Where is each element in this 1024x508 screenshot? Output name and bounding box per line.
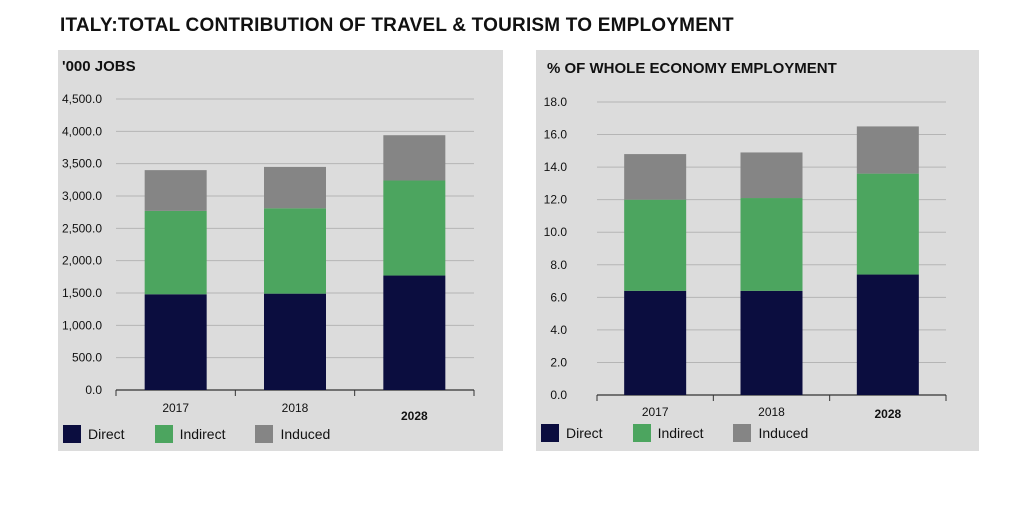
legend-swatch-indirect [154,425,173,443]
legend-label-indirect: Indirect [657,425,704,441]
x-tick-label: 2017 [162,401,189,415]
legend-item-indirect: Indirect [154,425,226,443]
jobs-chart-title: '000 JOBS [62,58,136,75]
bar-indirect-2028 [383,180,446,276]
y-tick-label: 18.0 [544,95,568,109]
page-title: ITALY:TOTAL CONTRIBUTION OF TRAVEL & TOU… [60,15,734,36]
jobs-chart: 0.0 500.0 1,000.0 1,500.0 2,000.0 2,500.0 3,00… [62,92,475,423]
bar-induced-2017 [624,154,687,200]
bar-direct-2018 [740,290,803,395]
x-tick-label: 2018 [758,405,785,419]
x-tick-label: 2028 [874,407,901,421]
x-tick-label: 2018 [282,401,309,415]
y-tick-label: 1,000.0 [62,318,102,332]
y-tick-label: 4,500.0 [62,92,102,106]
y-tick-label: 2,500.0 [62,221,102,235]
bar-induced-2018 [740,152,803,199]
y-tick-label: 8.0 [550,258,567,272]
legend-item-direct: Direct [541,424,603,442]
y-tick-label: 10.0 [544,225,568,239]
bar-induced-2018 [264,166,326,209]
y-tick-label: 0.0 [550,388,567,402]
y-tick-label: 0.0 [85,383,102,397]
legend-item-induced: Induced [733,424,808,442]
legend-swatch-direct [541,424,559,442]
x-tick-label: 2017 [642,405,669,419]
employment-share-chart: 0.0 2.0 4.0 6.0 8.0 10.0 12.0 14.0 16.0 18.0 2017 2… [544,95,947,421]
bar-induced-2028 [383,135,446,181]
bar-direct-2028 [856,274,919,395]
y-tick-label: 3,500.0 [62,157,102,171]
y-tick-label: 16.0 [544,128,568,142]
bar-direct-2017 [144,294,207,390]
y-tick-label: 4.0 [550,323,567,337]
bar-direct-2017 [624,290,687,395]
bar-indirect-2018 [264,208,326,294]
y-tick-label: 4,000.0 [62,124,102,138]
bar-indirect-2017 [144,210,207,295]
legend-swatch-indirect [632,424,651,442]
bar-direct-2018 [264,293,326,390]
x-tick-label: 2028 [401,409,428,423]
bar-induced-2017 [144,170,207,211]
y-tick-label: 3,000.0 [62,189,102,203]
legend-swatch-induced [733,424,752,442]
employment-share-chart-panel: % OF WHOLE ECONOMY EMPLOYMENT 0.0 2.0 4.0 6… [536,50,979,451]
legend-label-indirect: Indirect [179,426,226,442]
legend-label-induced: Induced [280,426,331,442]
jobs-chart-panel: '000 JOBS 0.0 500.0 1,000.0 1,500.0 2,000.0 2… [58,50,503,451]
bar-induced-2028 [856,126,919,174]
legend-label-direct: Direct [88,426,125,442]
bar-indirect-2017 [624,199,687,291]
legend-item-induced: Induced [255,425,330,443]
bar-direct-2028 [383,275,446,390]
y-tick-label: 2.0 [550,355,567,369]
y-tick-label: 12.0 [544,193,568,207]
y-tick-label: 1,500.0 [62,286,102,300]
bar-indirect-2028 [856,173,919,275]
employment-share-chart-title: % OF WHOLE ECONOMY EMPLOYMENT [547,60,837,77]
legend-label-induced: Induced [758,425,809,441]
y-tick-label: 500.0 [72,351,102,365]
legend-swatch-direct [63,425,81,443]
legend-item-indirect: Indirect [632,424,704,442]
legend-swatch-induced [255,425,274,443]
legend-label-direct: Direct [566,425,603,441]
jobs-chart-legend: Direct Indirect Induced [63,425,360,443]
bar-indirect-2018 [740,198,803,291]
y-tick-label: 2,000.0 [62,254,102,268]
employment-share-chart-legend: Direct Indirect Induced [541,424,838,442]
legend-item-direct: Direct [63,425,125,443]
y-tick-label: 14.0 [544,160,568,174]
y-tick-label: 6.0 [550,290,567,304]
